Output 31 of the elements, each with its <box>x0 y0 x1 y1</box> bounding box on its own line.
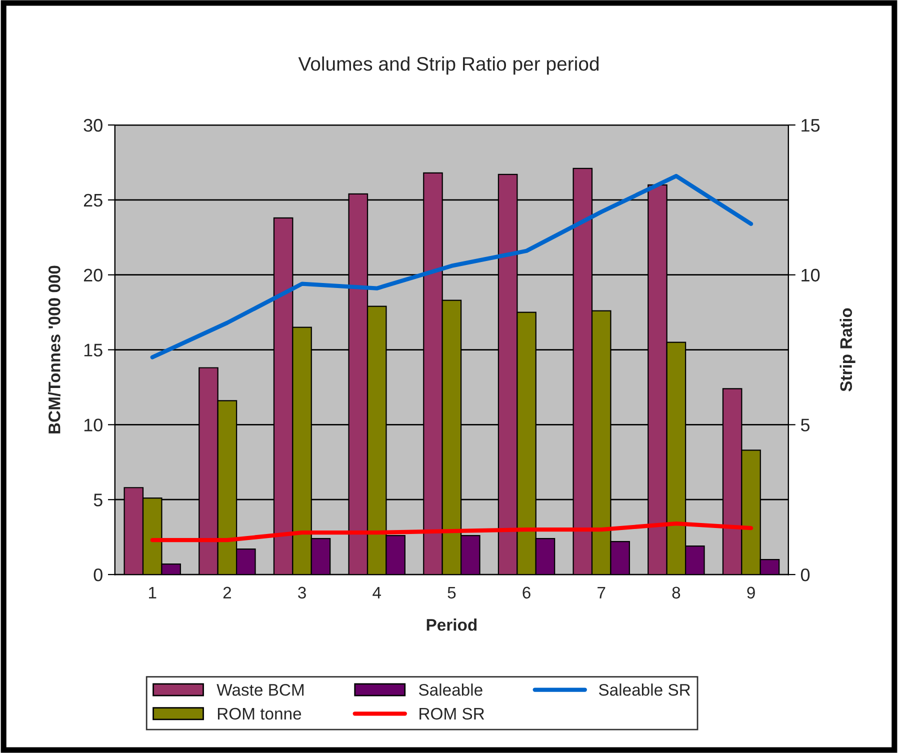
x-tick-label: 7 <box>598 586 606 598</box>
x-axis-title: Period <box>426 618 477 631</box>
line-series <box>150 522 754 542</box>
x-tick-label: 4 <box>372 586 382 598</box>
x-tick-label: 6 <box>522 586 530 599</box>
x-tick-label: 1 <box>148 586 156 598</box>
y2-tick-label: 15 <box>802 119 820 132</box>
legend-label: ROM tonne <box>218 708 302 720</box>
chart-title: Volumes and Strip Ratio per period <box>298 56 599 75</box>
y-tick-label: 25 <box>84 194 102 207</box>
y-tick-label: 0 <box>94 568 102 582</box>
legend-label: Saleable <box>418 684 482 696</box>
y2-tick-label: 0 <box>800 568 810 582</box>
y2-axis-title: Strip Ratio <box>840 308 856 392</box>
y-axis-title: BCM/Tonnes '000 000 <box>48 266 60 434</box>
x-tick-label: 2 <box>223 586 231 598</box>
legend-label: Waste BCM <box>216 684 304 696</box>
y-tick-label: 10 <box>84 418 102 432</box>
y2-tick-label: 10 <box>802 268 820 282</box>
y-tick-label: 30 <box>84 118 102 132</box>
legend-label: ROM SR <box>420 708 484 720</box>
y-tick-label: 5 <box>94 494 102 506</box>
x-tick-label: 8 <box>672 586 680 599</box>
x-tick-label: 3 <box>298 586 306 599</box>
x-tick-label: 5 <box>448 586 456 599</box>
y2-tick-label: 5 <box>800 418 810 432</box>
legend-label: Saleable SR <box>598 684 690 696</box>
line-series <box>150 174 754 360</box>
y-tick-label: 20 <box>84 268 102 282</box>
x-tick-label: 9 <box>747 586 755 599</box>
y-tick-label: 15 <box>84 344 102 356</box>
